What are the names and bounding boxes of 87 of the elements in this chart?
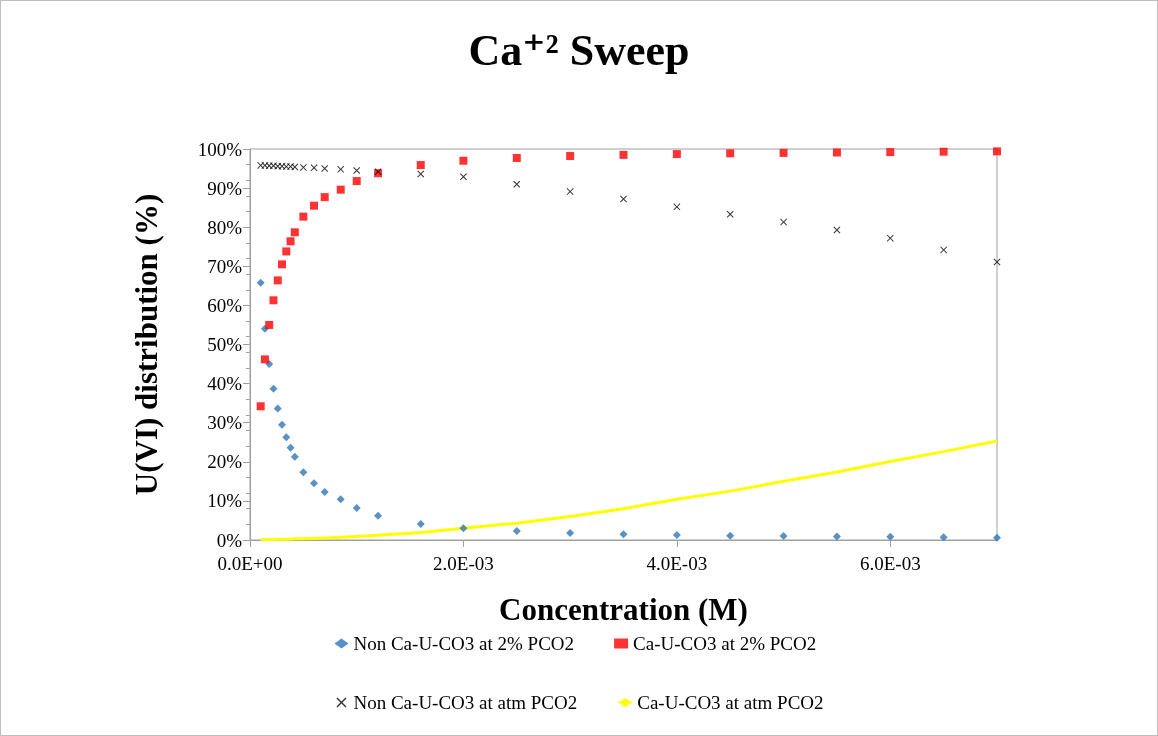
- point: [780, 218, 788, 226]
- point: [273, 404, 282, 413]
- point: [336, 185, 345, 194]
- point: [886, 148, 895, 157]
- point: [459, 156, 468, 165]
- point: [619, 530, 628, 539]
- point: [512, 153, 521, 162]
- point: [352, 503, 361, 512]
- legend-label: Ca-U-CO3 at atm PCO2: [637, 692, 824, 713]
- point: [832, 532, 841, 541]
- point: [290, 452, 299, 461]
- point: [779, 532, 788, 541]
- point: [672, 150, 681, 159]
- point: [269, 384, 278, 393]
- chart-title: Ca⁺² Sweep: [468, 25, 690, 75]
- point: [673, 203, 681, 211]
- y-tick-label: 50%: [207, 334, 243, 355]
- y-tick-label: 100%: [197, 138, 243, 160]
- point: [940, 246, 948, 254]
- point: [566, 188, 574, 196]
- point: [256, 402, 265, 411]
- point: [282, 433, 291, 442]
- point: [260, 355, 269, 364]
- point: [726, 210, 734, 218]
- y-tick-label: 30%: [207, 412, 243, 434]
- point: [310, 479, 319, 488]
- x-tick-label: 4.0E-03: [646, 553, 708, 574]
- point: [939, 147, 948, 156]
- x-tick-label: 2.0E-03: [433, 553, 494, 574]
- point: [299, 468, 308, 477]
- y-tick-label: 60%: [207, 294, 243, 316]
- x-axis-title: Concentration (M): [499, 592, 748, 627]
- point: [320, 487, 329, 496]
- x-tick-label: 6.0E-03: [859, 553, 921, 574]
- point: [726, 531, 735, 540]
- y-tick-label: 0%: [216, 529, 243, 551]
- point: [282, 247, 291, 256]
- point: [273, 276, 282, 285]
- line-series: [259, 439, 999, 542]
- point: [459, 173, 467, 181]
- y-tick-label: 70%: [207, 255, 243, 277]
- point: [274, 162, 282, 170]
- point: [286, 443, 295, 452]
- point: [832, 148, 841, 157]
- point: [726, 149, 735, 158]
- point: [286, 237, 295, 246]
- point: [512, 527, 521, 536]
- point: [993, 147, 1001, 156]
- y-tick-label: 20%: [207, 451, 243, 473]
- legend-label: Ca-U-CO3 at 2% PCO2: [633, 633, 817, 654]
- point: [336, 495, 345, 504]
- point: [320, 193, 329, 202]
- legend-label: Non Ca-U-CO3 at 2% PCO2: [353, 633, 575, 654]
- legend-label: Non Ca-U-CO3 at atm PCO2: [353, 692, 578, 713]
- point: [337, 165, 345, 173]
- point: [290, 228, 299, 237]
- y-axis-title: U(VI) distribution (%): [129, 193, 164, 496]
- point: [310, 201, 319, 210]
- point: [261, 161, 269, 169]
- point: [269, 162, 277, 170]
- point: [256, 278, 265, 287]
- point: [672, 530, 681, 539]
- y-tick-label: 10%: [207, 490, 243, 512]
- point: [993, 533, 1001, 542]
- point: [513, 180, 521, 188]
- point: [416, 161, 425, 170]
- y-tick-label: 40%: [207, 373, 243, 395]
- point: [459, 524, 468, 533]
- y-tick-label: 90%: [207, 177, 243, 199]
- point: [566, 528, 575, 537]
- point: [886, 532, 895, 541]
- point: [939, 533, 948, 542]
- point: [619, 150, 628, 159]
- y-tick-label: 80%: [207, 216, 243, 238]
- point: [269, 296, 278, 305]
- point: [620, 195, 627, 203]
- point: [265, 320, 274, 329]
- point: [779, 148, 788, 157]
- point: [374, 511, 383, 520]
- point: [566, 152, 575, 161]
- point: [299, 212, 308, 221]
- point: [352, 177, 361, 186]
- point: [416, 519, 425, 528]
- point: [886, 234, 894, 242]
- point: [278, 260, 287, 269]
- x-tick-label: 0.0E+00: [217, 553, 283, 574]
- point: [278, 420, 287, 429]
